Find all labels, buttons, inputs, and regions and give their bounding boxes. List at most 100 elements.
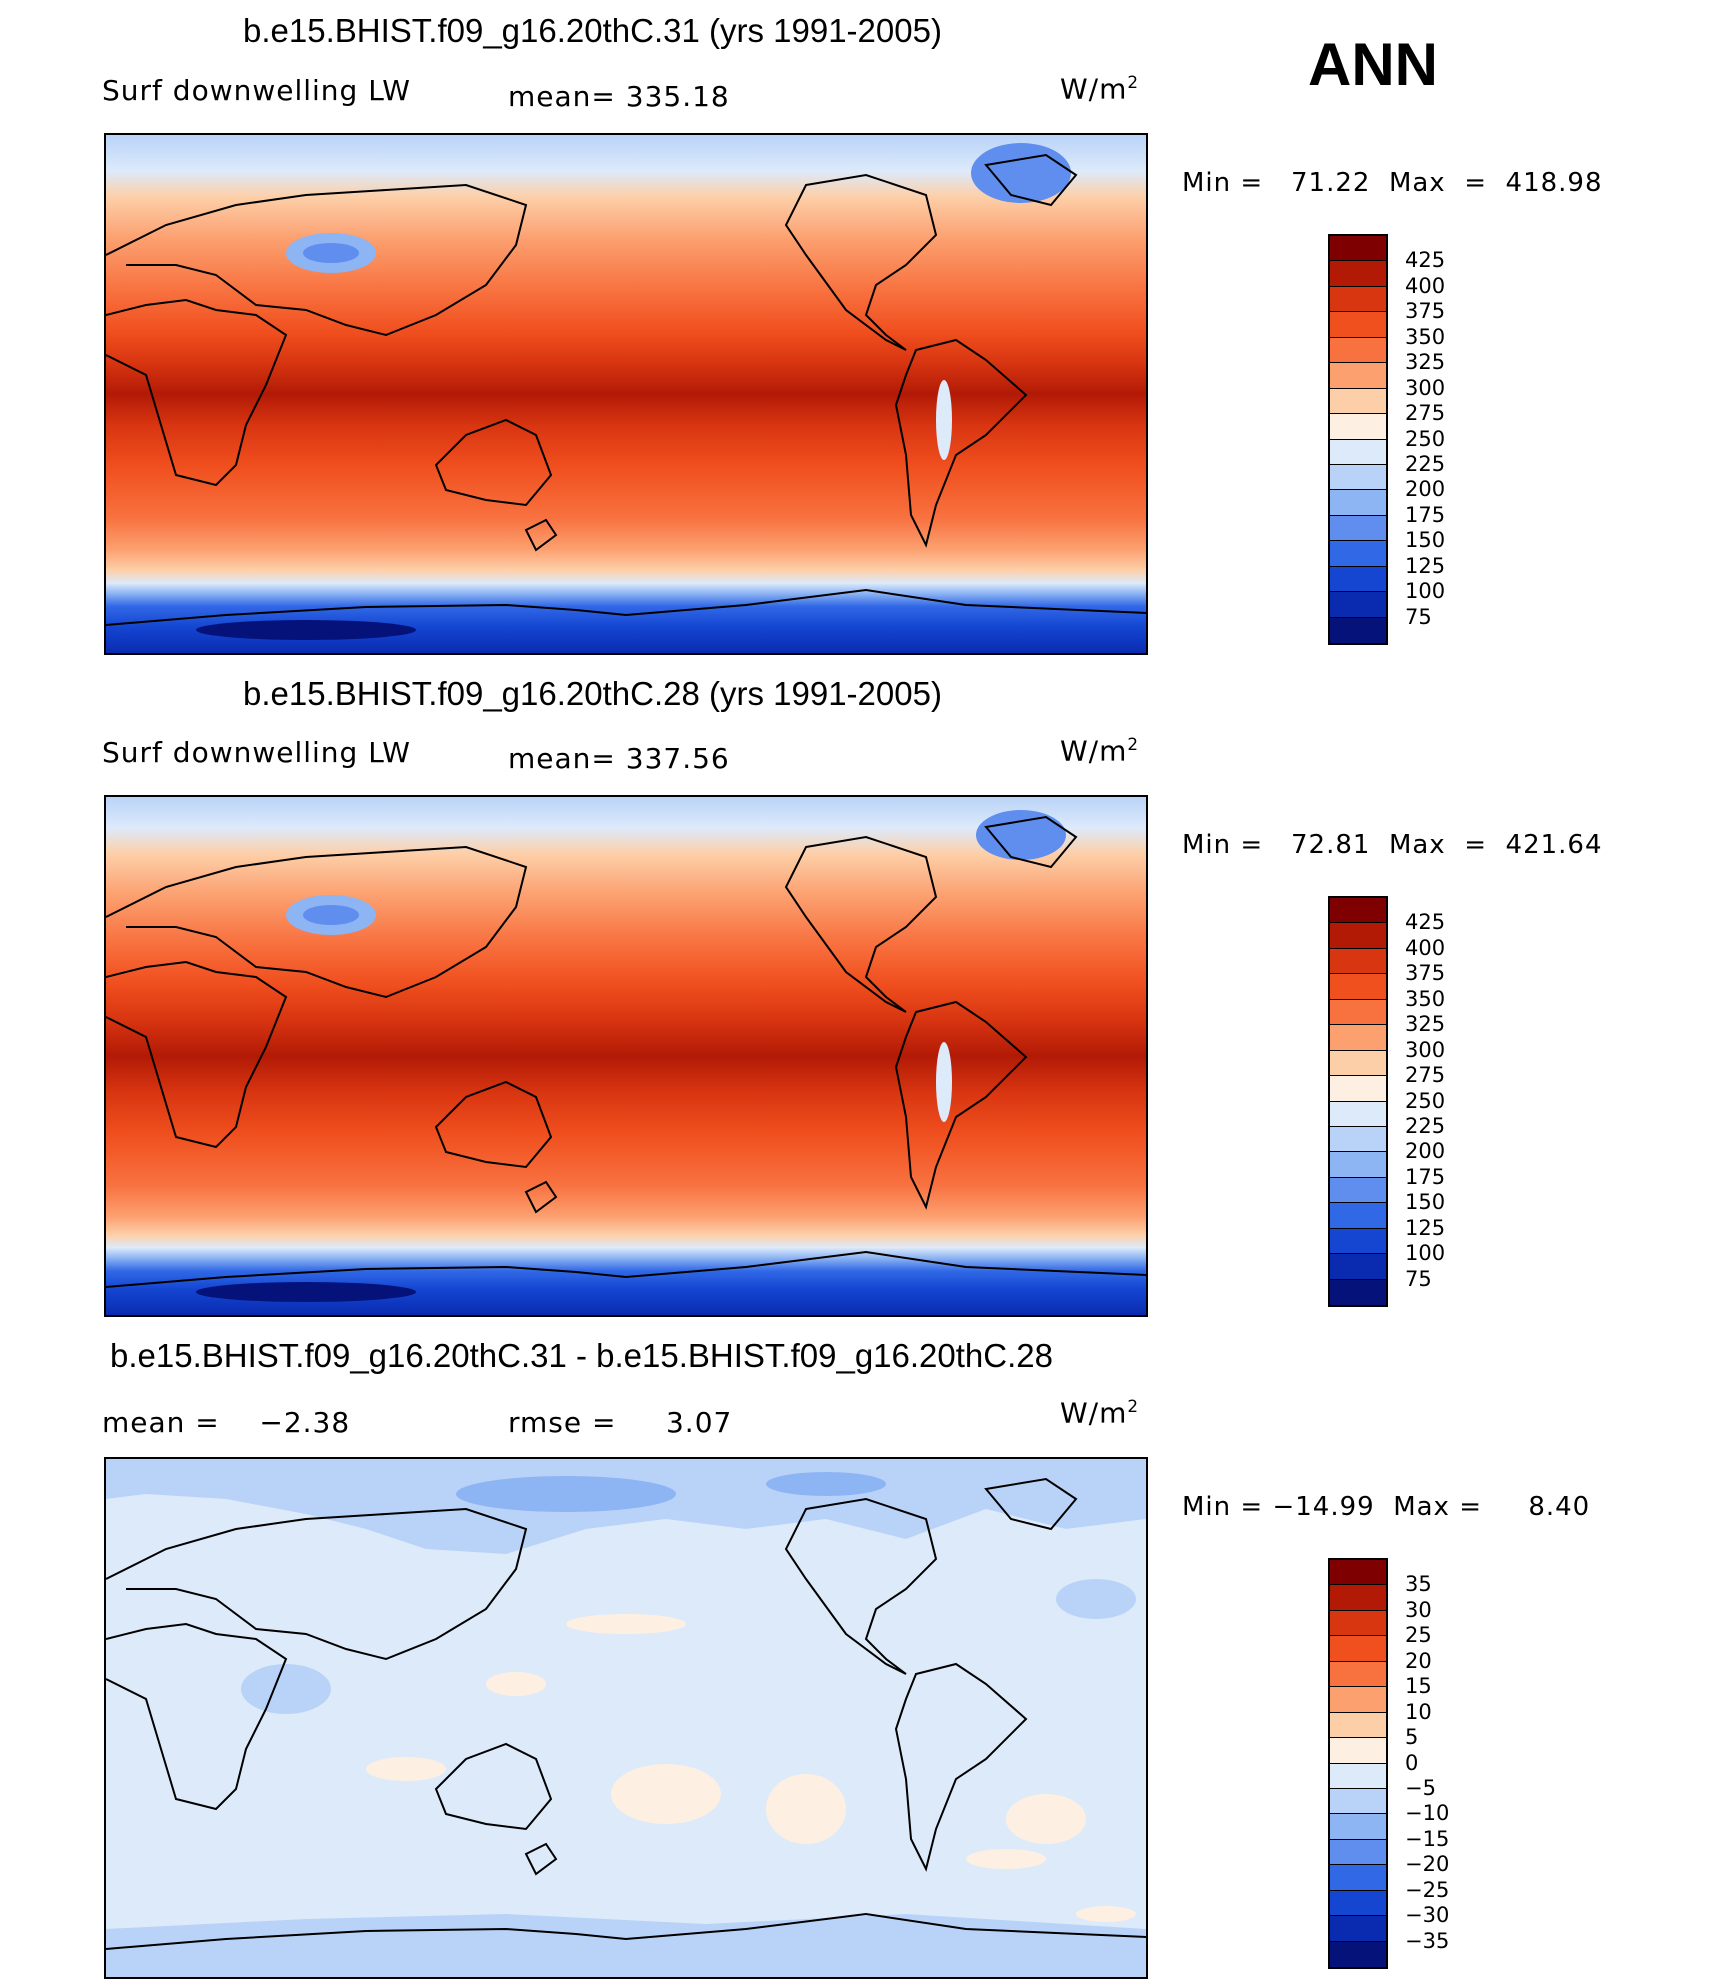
colorbar-label: 275: [1405, 1063, 1446, 1088]
colorbar-label: 250: [1405, 1088, 1446, 1113]
panel-2-units: W/m2: [1060, 734, 1140, 768]
colorbar-swatch: [1330, 286, 1386, 313]
colorbar-label: 100: [1405, 1241, 1446, 1266]
colorbar-swatch: [1330, 1839, 1386, 1866]
colorbar-swatch: [1330, 1025, 1386, 1051]
colorbar-label: 250: [1405, 426, 1446, 451]
panel-2-variable: Surf downwelling LW: [102, 736, 411, 769]
colorbar-label: −15: [1405, 1826, 1450, 1851]
colorbar-label: 325: [1405, 1012, 1446, 1037]
colorbar-label: 375: [1405, 299, 1446, 324]
panel-1-minmax: Min = 71.22 Max = 418.98: [1182, 168, 1603, 198]
colorbar-swatch: [1330, 414, 1386, 440]
colorbar-label: 350: [1405, 986, 1446, 1011]
colorbar-swatch: [1330, 312, 1386, 338]
colorbar-swatch: [1330, 515, 1386, 542]
colorbar-label: 175: [1405, 1164, 1446, 1189]
colorbar-swatch: [1330, 1788, 1386, 1815]
colorbar-swatch: [1330, 1890, 1386, 1917]
colorbar-swatch: [1330, 923, 1386, 949]
colorbar-swatch: [1330, 1712, 1386, 1739]
colorbar-label: 350: [1405, 324, 1446, 349]
colorbar-swatch: [1330, 1076, 1386, 1102]
panel-3-title: b.e15.BHIST.f09_g16.20thC.31 - b.e15.BHI…: [110, 1337, 1053, 1374]
colorbar-label: 400: [1405, 935, 1446, 960]
colorbar-swatch: [1330, 1203, 1386, 1229]
colorbar-swatch: [1330, 1585, 1386, 1611]
season-label: ANN: [1308, 31, 1438, 98]
panel-3-minmax: Min = −14.99 Max = 8.40: [1182, 1492, 1591, 1522]
colorbar-label: 400: [1405, 273, 1446, 298]
colorbar-swatch: [1330, 1177, 1386, 1204]
colorbar-swatch: [1330, 439, 1386, 465]
colorbar-label: 10: [1405, 1699, 1432, 1724]
colorbar-swatch: [1330, 974, 1386, 1000]
colorbar-label: 75: [1405, 604, 1432, 629]
colorbar-swatch: [1330, 566, 1386, 593]
colorbar-swatch: [1330, 948, 1386, 975]
colorbar-swatch: [1330, 261, 1386, 287]
colorbar-swatch: [1330, 1738, 1386, 1764]
colorbar-label: 200: [1405, 477, 1446, 502]
panel-3-rmse: rmse = 3.07: [508, 1406, 733, 1439]
colorbar-label: −25: [1405, 1877, 1450, 1902]
colorbar-swatch: [1330, 1865, 1386, 1891]
colorbar-swatch: [1330, 999, 1386, 1026]
colorbar-label: −20: [1405, 1852, 1450, 1877]
panel-3-map: [104, 1457, 1148, 1979]
colorbar-swatch: [1330, 1254, 1386, 1280]
colorbar-swatch: [1330, 1560, 1386, 1586]
colorbar-label: 25: [1405, 1623, 1432, 1648]
panel-1-map: [104, 133, 1148, 655]
panel-1-colorbar: [1328, 234, 1388, 645]
colorbar-label: 200: [1405, 1139, 1446, 1164]
colorbar-label: 425: [1405, 248, 1446, 273]
colorbar-label: 375: [1405, 961, 1446, 986]
colorbar-swatch: [1330, 490, 1386, 516]
colorbar-label: −10: [1405, 1801, 1450, 1826]
panel-1-title: b.e15.BHIST.f09_g16.20thC.31 (yrs 1991-2…: [243, 12, 942, 49]
colorbar-label: 175: [1405, 502, 1446, 527]
colorbar-swatch: [1330, 1763, 1386, 1789]
colorbar-label: 300: [1405, 1037, 1446, 1062]
colorbar-label: 300: [1405, 375, 1446, 400]
colorbar-label: 75: [1405, 1266, 1432, 1291]
colorbar-label: 30: [1405, 1597, 1432, 1622]
colorbar-swatch: [1330, 1101, 1386, 1127]
colorbar-swatch: [1330, 1687, 1386, 1713]
colorbar-label: 35: [1405, 1572, 1432, 1597]
colorbar-label: 425: [1405, 910, 1446, 935]
panel-3-colorbar: [1328, 1558, 1388, 1969]
colorbar-label: 325: [1405, 350, 1446, 375]
colorbar-label: 150: [1405, 1190, 1446, 1215]
colorbar-swatch: [1330, 1279, 1386, 1305]
panel-1-units: W/m2: [1060, 72, 1140, 106]
panel-2-minmax: Min = 72.81 Max = 421.64: [1182, 830, 1603, 860]
colorbar-swatch: [1330, 1050, 1386, 1077]
colorbar-label: 20: [1405, 1648, 1432, 1673]
colorbar-label: 125: [1405, 1215, 1446, 1240]
colorbar-swatch: [1330, 1228, 1386, 1255]
panel-3-units: W/m2: [1060, 1396, 1140, 1430]
colorbar-label: −5: [1405, 1775, 1436, 1800]
panel-2-mean: mean= 337.56: [508, 742, 730, 775]
colorbar-swatch: [1330, 1941, 1386, 1967]
colorbar-swatch: [1330, 617, 1386, 643]
panel-2-title: b.e15.BHIST.f09_g16.20thC.28 (yrs 1991-2…: [243, 675, 942, 712]
colorbar-swatch: [1330, 337, 1386, 364]
colorbar-swatch: [1330, 1152, 1386, 1178]
colorbar-swatch: [1330, 1610, 1386, 1637]
colorbar-label: −30: [1405, 1903, 1450, 1928]
panel-2-colorbar: [1328, 896, 1388, 1307]
panel-1-variable: Surf downwelling LW: [102, 74, 411, 107]
colorbar-label: 15: [1405, 1674, 1432, 1699]
colorbar-swatch: [1330, 1661, 1386, 1688]
colorbar-swatch: [1330, 592, 1386, 618]
colorbar-swatch: [1330, 388, 1386, 415]
colorbar-swatch: [1330, 1916, 1386, 1942]
colorbar-swatch: [1330, 236, 1386, 262]
colorbar-label: 150: [1405, 528, 1446, 553]
colorbar-swatch: [1330, 898, 1386, 924]
colorbar-label: −35: [1405, 1928, 1450, 1953]
colorbar-label: 275: [1405, 401, 1446, 426]
